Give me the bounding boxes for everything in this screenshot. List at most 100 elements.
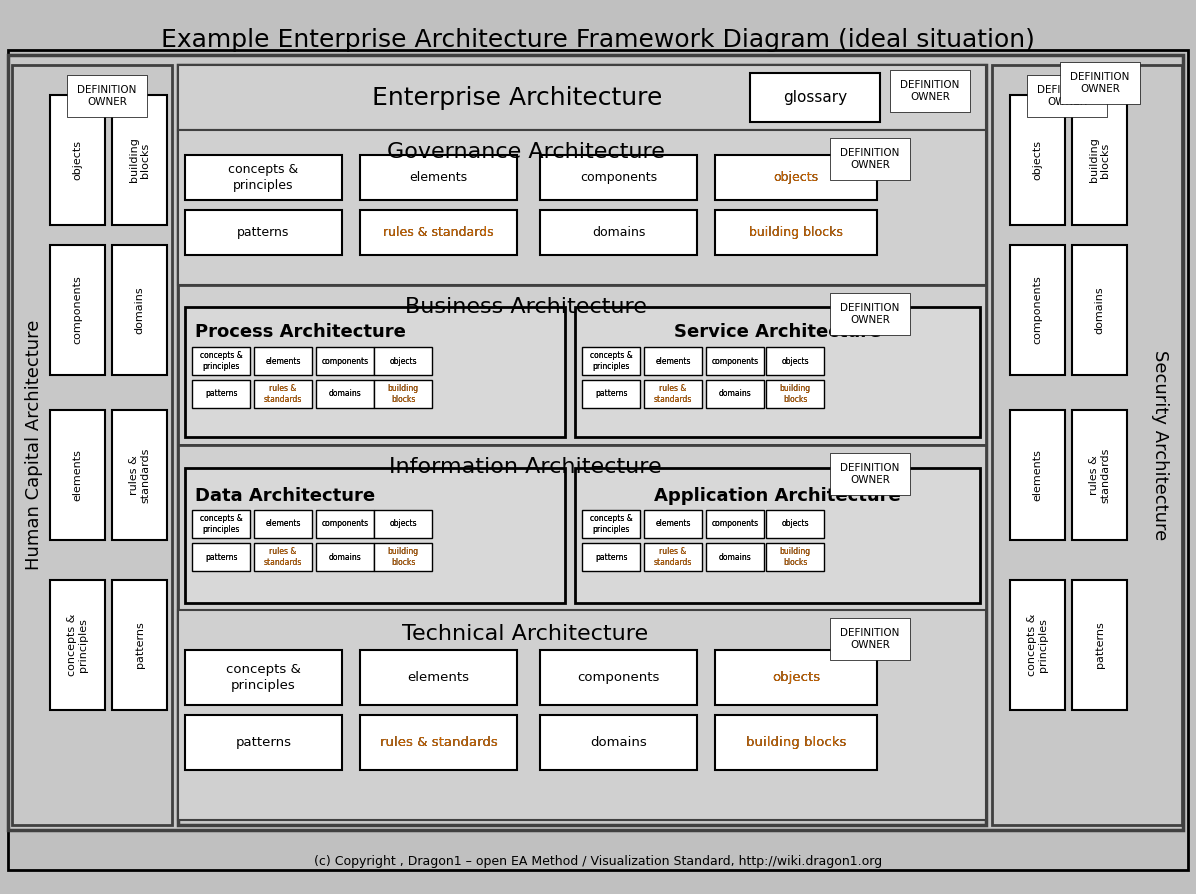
FancyBboxPatch shape <box>541 155 697 200</box>
Text: Technical Architecture: Technical Architecture <box>402 624 648 644</box>
Text: glossary: glossary <box>783 90 847 105</box>
Text: building blocks: building blocks <box>746 736 847 749</box>
Text: Example Enterprise Architecture Framework Diagram (ideal situation): Example Enterprise Architecture Framewor… <box>161 28 1035 52</box>
Text: objects: objects <box>781 519 808 528</box>
FancyBboxPatch shape <box>1009 410 1064 540</box>
Text: components: components <box>322 519 368 528</box>
Text: Information Architecture: Information Architecture <box>389 457 661 477</box>
Text: elements: elements <box>266 519 300 528</box>
FancyBboxPatch shape <box>643 380 702 408</box>
Text: patterns: patterns <box>594 552 627 561</box>
Text: objects: objects <box>774 171 818 184</box>
FancyBboxPatch shape <box>316 380 374 408</box>
FancyBboxPatch shape <box>541 210 697 255</box>
FancyBboxPatch shape <box>750 73 880 122</box>
Text: concepts &
principles: concepts & principles <box>590 514 633 534</box>
Text: elements: elements <box>266 357 300 366</box>
FancyBboxPatch shape <box>374 380 432 408</box>
FancyBboxPatch shape <box>1072 245 1127 375</box>
FancyBboxPatch shape <box>185 307 565 437</box>
Text: DEFINITION
OWNER: DEFINITION OWNER <box>841 463 899 485</box>
Text: DEFINITION
OWNER: DEFINITION OWNER <box>841 628 899 650</box>
FancyBboxPatch shape <box>12 65 172 825</box>
Text: rules &
standards: rules & standards <box>129 447 151 502</box>
Text: elements: elements <box>655 357 691 366</box>
FancyBboxPatch shape <box>706 347 764 375</box>
FancyBboxPatch shape <box>254 347 312 375</box>
FancyBboxPatch shape <box>706 510 764 538</box>
Text: components: components <box>712 357 758 366</box>
Text: building
blocks: building blocks <box>388 547 419 567</box>
Text: domains: domains <box>719 552 751 561</box>
FancyBboxPatch shape <box>178 610 986 820</box>
FancyBboxPatch shape <box>8 55 1183 830</box>
Text: patterns: patterns <box>237 226 289 239</box>
Text: elements: elements <box>409 171 468 184</box>
FancyBboxPatch shape <box>178 65 986 825</box>
Text: components: components <box>580 171 657 184</box>
FancyBboxPatch shape <box>185 650 342 705</box>
Text: building
blocks: building blocks <box>780 547 811 567</box>
FancyBboxPatch shape <box>178 65 986 130</box>
FancyBboxPatch shape <box>178 285 986 445</box>
FancyBboxPatch shape <box>1072 410 1127 540</box>
Text: domains: domains <box>1094 286 1104 333</box>
Text: rules & standards: rules & standards <box>383 226 494 239</box>
FancyBboxPatch shape <box>374 347 432 375</box>
Text: (c) Copyright , Dragon1 – open EA Method / Visualization Standard, http://wiki.d: (c) Copyright , Dragon1 – open EA Method… <box>313 855 883 868</box>
Text: patterns: patterns <box>205 390 237 399</box>
FancyBboxPatch shape <box>8 50 1188 870</box>
FancyBboxPatch shape <box>374 510 432 538</box>
Text: Enterprise Architecture: Enterprise Architecture <box>372 86 663 109</box>
Text: rules &
standards: rules & standards <box>654 547 692 567</box>
FancyBboxPatch shape <box>50 580 105 710</box>
Text: objects: objects <box>771 671 820 684</box>
Text: Business Architecture: Business Architecture <box>404 297 646 317</box>
FancyBboxPatch shape <box>1009 95 1064 225</box>
FancyBboxPatch shape <box>765 543 824 571</box>
Text: elements: elements <box>73 449 83 501</box>
FancyBboxPatch shape <box>50 410 105 540</box>
Text: Governance Architecture: Governance Architecture <box>386 142 664 162</box>
FancyBboxPatch shape <box>185 715 342 770</box>
FancyBboxPatch shape <box>185 210 342 255</box>
FancyBboxPatch shape <box>112 245 167 375</box>
Text: rules &
standards: rules & standards <box>264 547 303 567</box>
Text: components: components <box>1032 275 1043 344</box>
Text: elements: elements <box>655 357 691 366</box>
Text: DEFINITION
OWNER: DEFINITION OWNER <box>901 80 959 102</box>
Text: domains: domains <box>719 390 751 399</box>
Text: building
blocks: building blocks <box>1088 138 1110 182</box>
FancyBboxPatch shape <box>112 580 167 710</box>
Text: domains: domains <box>329 552 361 561</box>
Text: patterns: patterns <box>594 552 627 561</box>
FancyBboxPatch shape <box>541 715 697 770</box>
Text: building
blocks: building blocks <box>388 384 419 404</box>
Text: objects: objects <box>389 357 417 366</box>
Text: concepts &
principles: concepts & principles <box>200 514 243 534</box>
Text: objects: objects <box>389 519 417 528</box>
FancyBboxPatch shape <box>1072 95 1127 225</box>
FancyBboxPatch shape <box>582 543 640 571</box>
FancyBboxPatch shape <box>582 380 640 408</box>
Text: patterns: patterns <box>236 736 292 749</box>
FancyBboxPatch shape <box>193 543 250 571</box>
Text: elements: elements <box>266 519 300 528</box>
FancyBboxPatch shape <box>1072 580 1127 710</box>
Text: domains: domains <box>134 286 145 333</box>
Text: objects: objects <box>73 140 83 180</box>
Text: rules & standards: rules & standards <box>383 226 494 239</box>
Text: elements: elements <box>655 519 691 528</box>
FancyBboxPatch shape <box>575 307 980 437</box>
FancyBboxPatch shape <box>706 543 764 571</box>
Text: components: components <box>712 519 758 528</box>
Text: building blocks: building blocks <box>746 736 847 749</box>
Text: Security Architecture: Security Architecture <box>1151 350 1168 540</box>
Text: rules &
standards: rules & standards <box>654 384 692 404</box>
Text: patterns: patterns <box>1094 621 1104 669</box>
Text: components: components <box>73 275 83 344</box>
Text: domains: domains <box>719 552 751 561</box>
Text: rules &
standards: rules & standards <box>264 384 303 404</box>
FancyBboxPatch shape <box>112 95 167 225</box>
Text: building
blocks: building blocks <box>780 547 811 567</box>
